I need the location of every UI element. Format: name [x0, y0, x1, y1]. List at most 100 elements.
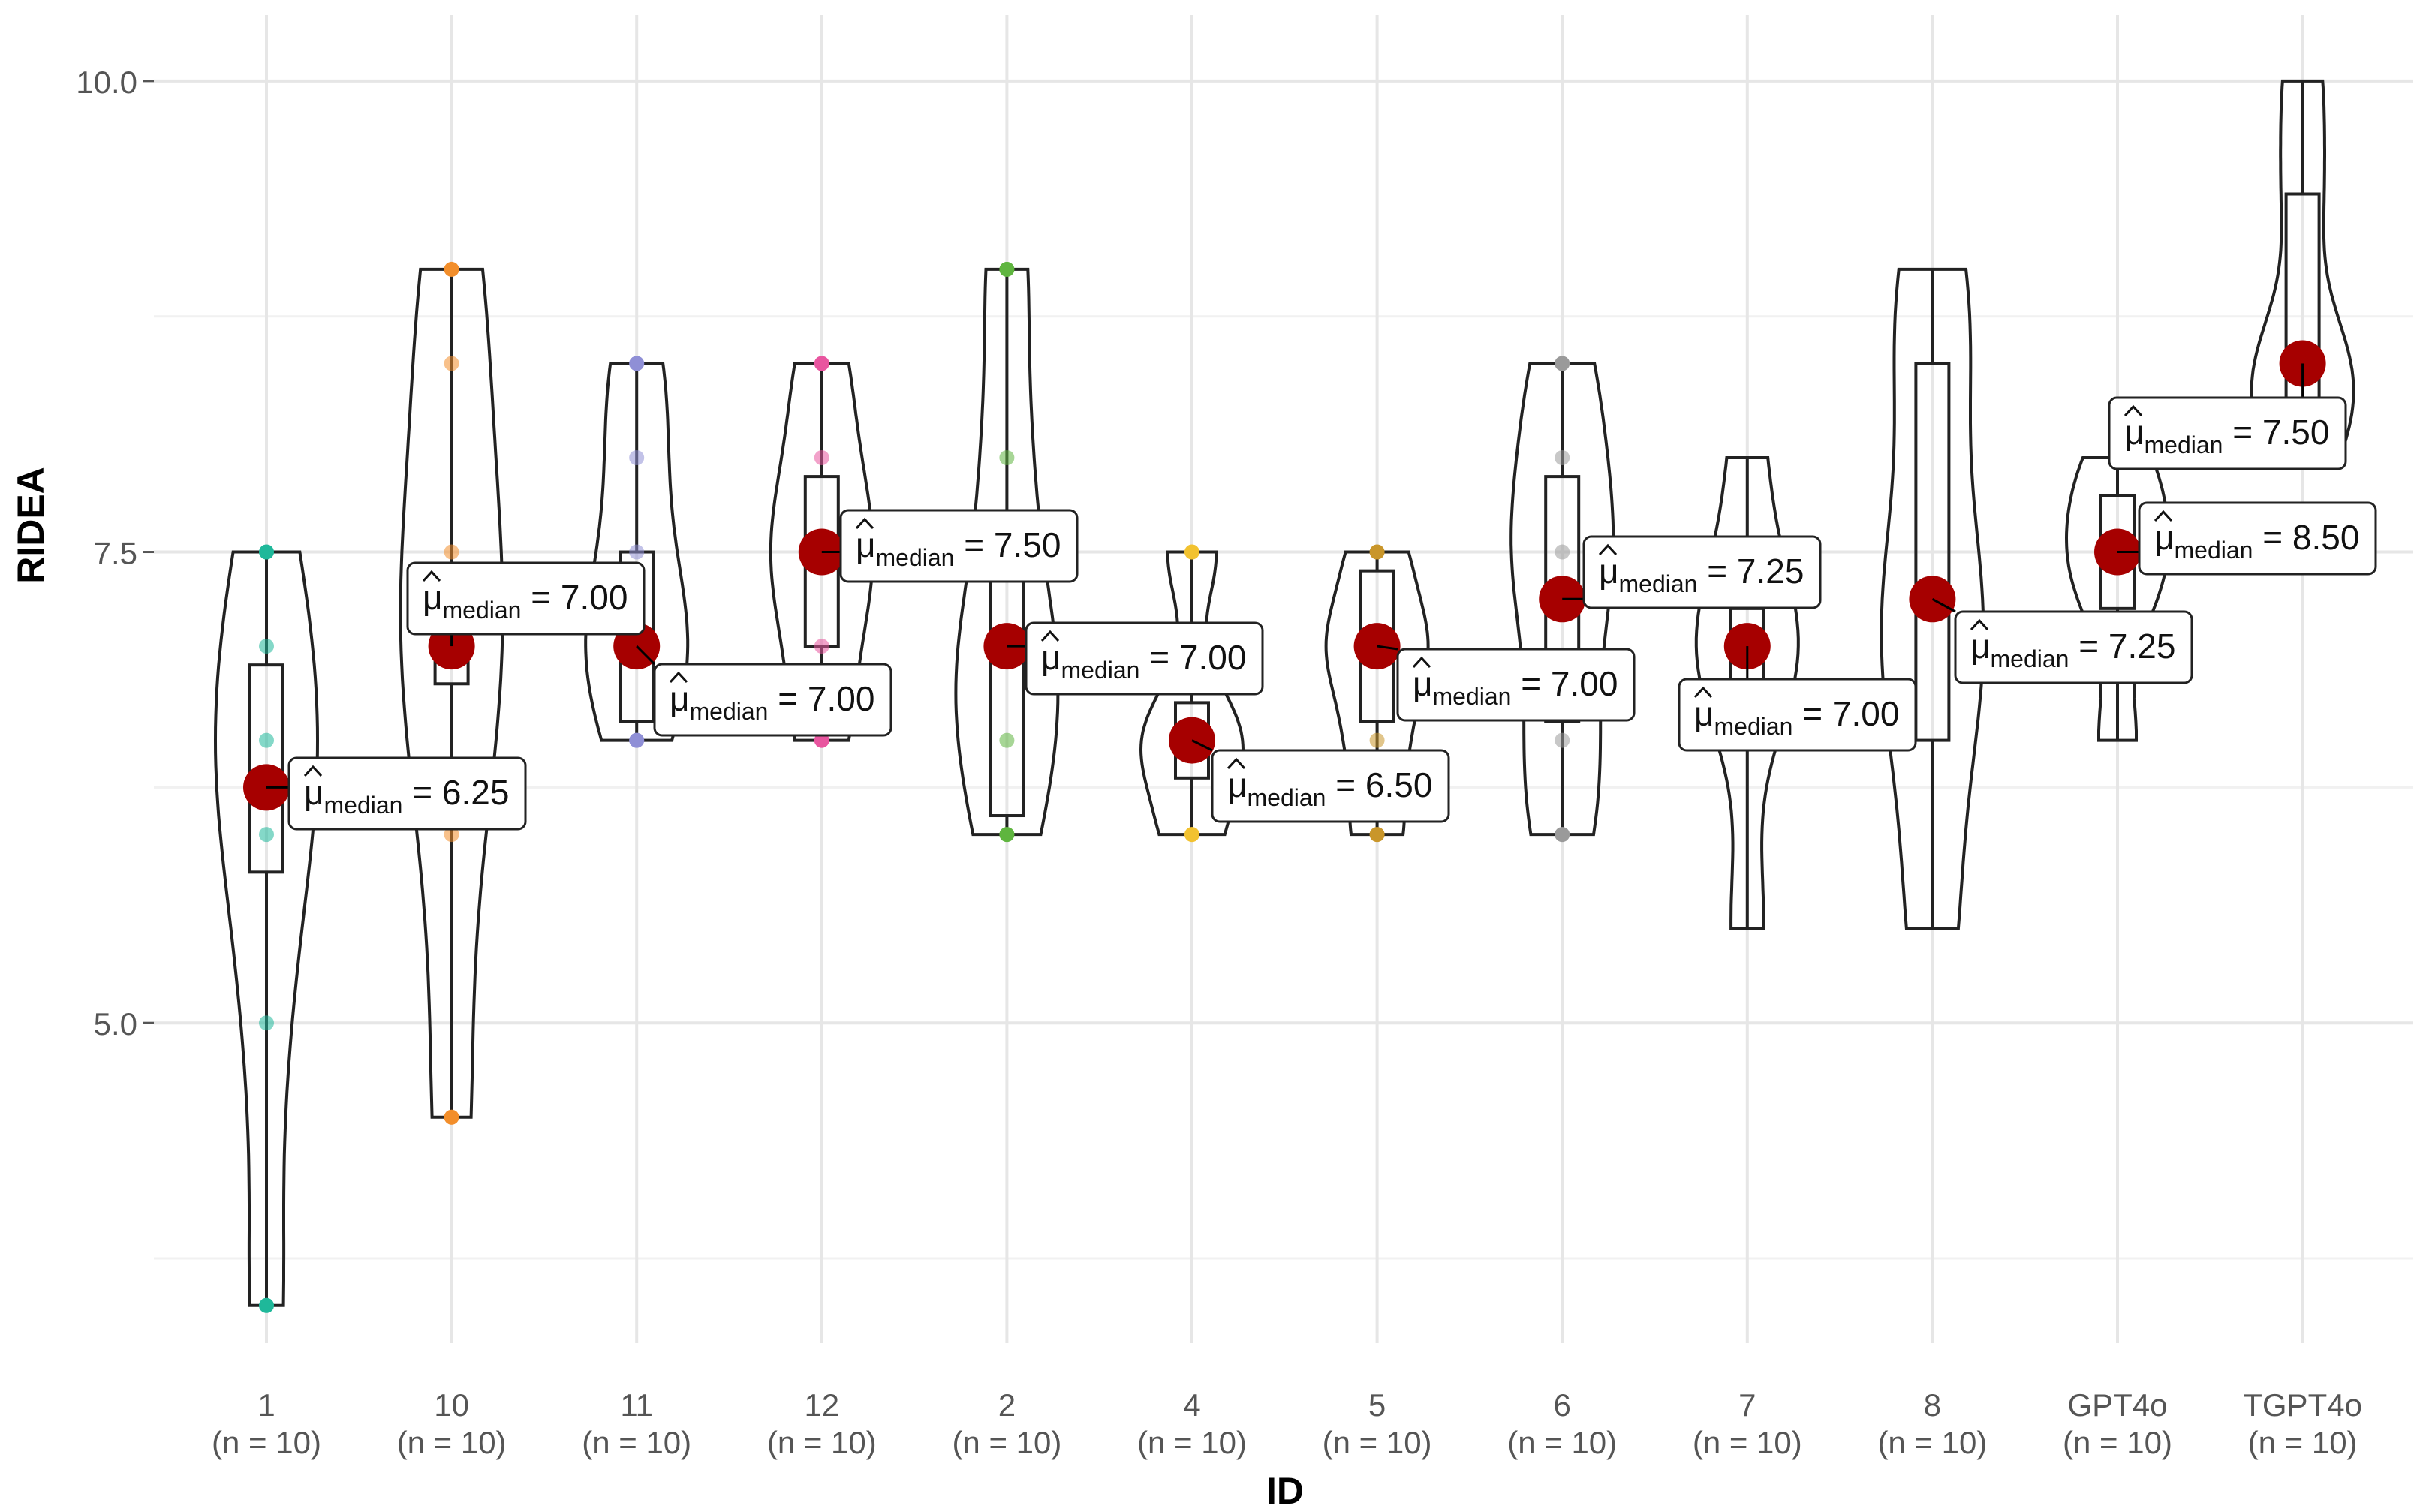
- label-text: μmedian = 7.00: [1694, 694, 1899, 740]
- label-box: [2138, 501, 2377, 576]
- label-box: [1582, 535, 1822, 609]
- x-tick-label: 7: [1738, 1387, 1756, 1423]
- data-point-min: [259, 1297, 274, 1313]
- hat-icon: [2124, 404, 2143, 417]
- x-tick-label: 11: [620, 1387, 653, 1423]
- data-point: [1369, 732, 1385, 748]
- label-text: μmedian = 7.00: [1041, 638, 1246, 684]
- x-tick-count-label: (n = 10): [952, 1425, 1061, 1460]
- label-box: [1211, 749, 1450, 823]
- x-tick-label: 1: [257, 1387, 275, 1423]
- data-point: [999, 732, 1015, 748]
- annotation-connector: [636, 645, 656, 666]
- label-text: μmedian = 7.00: [1413, 664, 1618, 710]
- hat-icon: [303, 765, 323, 777]
- median-label: μmedian = 7.00: [1025, 621, 1264, 696]
- label-text: μmedian = 7.00: [670, 679, 874, 725]
- label-text: μmedian = 7.50: [2124, 413, 2329, 458]
- data-point: [1555, 544, 1570, 560]
- label-box: [1678, 678, 1917, 752]
- hat-icon: [1412, 656, 1431, 669]
- median-annotations: μmedian = 6.25 μmedian = 7.00 μmedian = 7.…: [266, 363, 2377, 831]
- median-label: μmedian = 6.50: [1211, 749, 1450, 823]
- hat-icon: [855, 517, 874, 530]
- label-box: [839, 509, 1079, 583]
- x-tick-count-label: (n = 10): [1693, 1425, 1802, 1460]
- data-point: [444, 544, 459, 560]
- data-point-min: [999, 827, 1015, 843]
- median-label: μmedian = 7.00: [406, 561, 646, 636]
- data-point-min: [629, 732, 645, 748]
- median-label: μmedian = 7.25: [1582, 535, 1822, 609]
- median-label: μmedian = 7.50: [2108, 396, 2347, 470]
- data-point-min: [1369, 827, 1385, 843]
- data-point-min: [814, 732, 829, 748]
- x-tick-label: 10: [434, 1387, 469, 1423]
- label-box: [1025, 621, 1264, 696]
- violin-outline: [2250, 79, 2355, 459]
- data-point-min: [1555, 827, 1570, 843]
- x-tick-count-label: (n = 10): [2248, 1425, 2358, 1460]
- hat-icon: [422, 570, 441, 582]
- violin-outline: [1324, 550, 1430, 837]
- x-axis-title: ID: [1266, 1470, 1304, 1512]
- x-tick-count-label: (n = 10): [2063, 1425, 2172, 1460]
- violins: [213, 79, 2355, 1313]
- label-box: [1954, 610, 2193, 684]
- x-tick-count-label: (n = 10): [1507, 1425, 1617, 1460]
- data-point: [1555, 732, 1570, 748]
- label-text: μmedian = 8.50: [2154, 518, 2359, 564]
- label-box: [287, 756, 527, 831]
- x-tick-count-label: (n = 10): [212, 1425, 321, 1460]
- data-point-max: [259, 544, 274, 560]
- x-tick-label: 12: [804, 1387, 839, 1423]
- y-tick-label: 10.0: [76, 65, 137, 100]
- data-point: [814, 450, 829, 465]
- data-point: [1555, 450, 1570, 465]
- median-label: μmedian = 7.00: [653, 663, 892, 737]
- violin-outline: [213, 550, 320, 1307]
- x-tick-count-label: (n = 10): [397, 1425, 507, 1460]
- annotation-connector: [1191, 739, 1213, 752]
- label-text: μmedian = 6.25: [304, 773, 509, 819]
- y-tick-label: 7.5: [94, 536, 137, 571]
- violin-outline: [1694, 456, 1800, 930]
- label-box: [406, 561, 646, 636]
- data-point-max: [1184, 544, 1199, 560]
- data-point: [444, 827, 459, 843]
- label-box: [653, 663, 892, 737]
- hat-icon: [669, 671, 688, 684]
- label-text: μmedian = 7.50: [856, 525, 1061, 571]
- x-tick-label: 4: [1183, 1387, 1200, 1423]
- x-tick-label: 2: [998, 1387, 1016, 1423]
- x-tick-count-label: (n = 10): [582, 1425, 691, 1460]
- data-point: [259, 732, 274, 748]
- hat-icon: [1040, 630, 1060, 642]
- x-tick-label: 6: [1554, 1387, 1571, 1423]
- x-tick-count-label: (n = 10): [1323, 1425, 1432, 1460]
- data-point-max: [1369, 544, 1385, 560]
- violin-outline: [1139, 550, 1245, 837]
- label-text: μmedian = 7.25: [1599, 552, 1804, 597]
- data-point: [629, 544, 645, 560]
- annotation-connector: [1931, 597, 1956, 613]
- data-point-max: [629, 356, 645, 371]
- data-point-max: [1555, 356, 1570, 371]
- hat-icon: [1970, 618, 1989, 631]
- data-point: [629, 450, 645, 465]
- data-point: [259, 827, 274, 843]
- data-point-min: [444, 1109, 459, 1125]
- median-label: μmedian = 7.25: [1954, 610, 2193, 684]
- label-box: [2108, 396, 2347, 470]
- annotation-connector: [1377, 645, 1398, 651]
- label-box: [1396, 648, 1636, 722]
- y-axis-title: RIDEA: [10, 467, 52, 584]
- median-label: μmedian = 7.00: [1396, 648, 1636, 722]
- label-text: μmedian = 7.25: [1970, 627, 2175, 672]
- x-tick-count-label: (n = 10): [1877, 1425, 1987, 1460]
- violin-outline: [769, 362, 874, 742]
- x-tick-label: TGPT4o: [2243, 1387, 2362, 1423]
- data-point: [444, 356, 459, 371]
- label-text: μmedian = 6.50: [1227, 765, 1432, 811]
